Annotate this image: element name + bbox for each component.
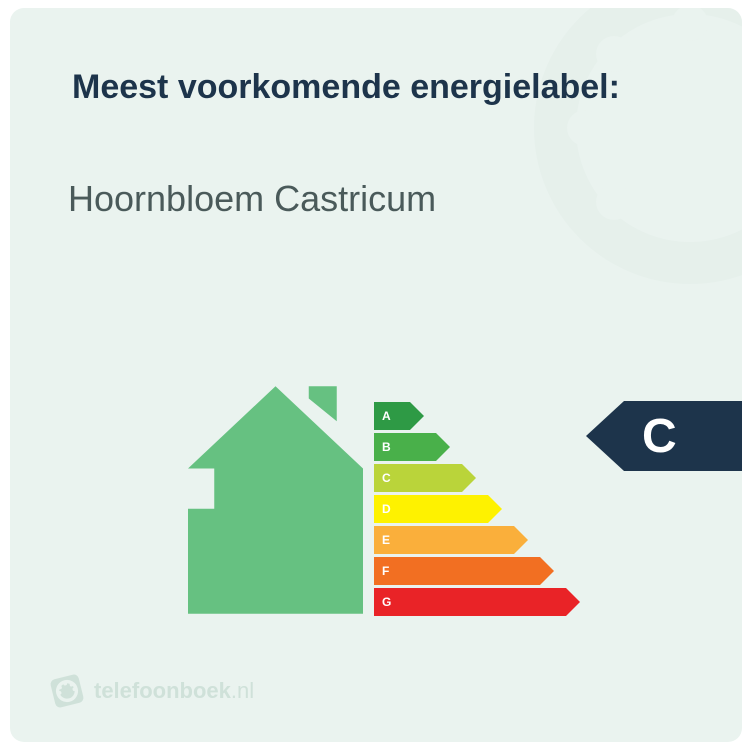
energy-bar-e: E: [374, 526, 528, 554]
energy-bar-b: B: [374, 433, 450, 461]
page-title: Meest voorkomende energielabel:: [72, 68, 620, 107]
location-subtitle: Hoornbloem Castricum: [68, 178, 436, 220]
footer-brand-bold: telefoonboek: [94, 678, 231, 704]
arrow-left-icon: [586, 401, 624, 471]
arrow-right-icon: [488, 495, 502, 523]
footer: telefoonboek.nl: [50, 674, 254, 708]
energy-bar-g: G: [374, 588, 580, 616]
energy-bar-label: E: [374, 526, 514, 554]
result-label: C: [642, 409, 677, 464]
energy-bar-a: A: [374, 402, 424, 430]
arrow-right-icon: [540, 557, 554, 585]
energy-bar-c: C: [374, 464, 476, 492]
arrow-right-icon: [514, 526, 528, 554]
watermark-dial-icon: [530, 8, 742, 288]
energy-bar-label: C: [374, 464, 462, 492]
energy-bar-label: D: [374, 495, 488, 523]
phonebook-logo-icon: [46, 670, 87, 711]
footer-brand: telefoonboek.nl: [94, 678, 254, 704]
footer-brand-light: .nl: [231, 678, 254, 704]
energy-bar-label: B: [374, 433, 436, 461]
arrow-right-icon: [410, 402, 424, 430]
result-badge: C: [586, 401, 742, 471]
energy-bar-label: F: [374, 557, 540, 585]
house-icon: [188, 386, 363, 614]
card: Meest voorkomende energielabel: Hoornblo…: [10, 8, 742, 742]
arrow-right-icon: [436, 433, 450, 461]
energy-bar-label: A: [374, 402, 410, 430]
arrow-right-icon: [462, 464, 476, 492]
energy-bar-f: F: [374, 557, 554, 585]
energy-bar-label: G: [374, 588, 566, 616]
energy-bar-d: D: [374, 495, 502, 523]
arrow-right-icon: [566, 588, 580, 616]
